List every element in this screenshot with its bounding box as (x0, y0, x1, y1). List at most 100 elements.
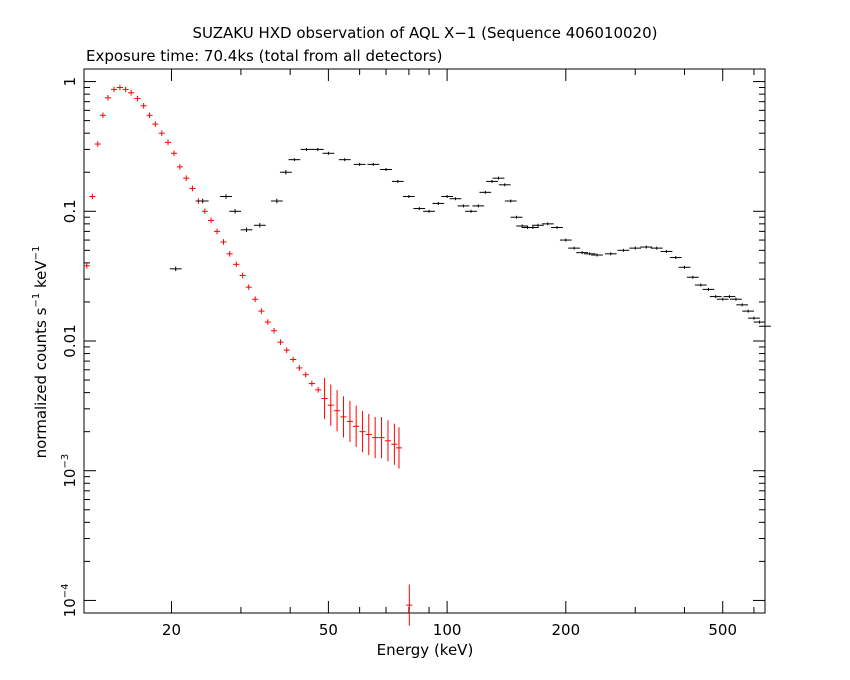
data-point (240, 227, 253, 233)
data-point (604, 252, 617, 256)
data-point (742, 309, 755, 313)
data-point (391, 423, 398, 465)
data-point (279, 169, 292, 175)
data-point (340, 396, 347, 438)
data-point (532, 223, 544, 227)
data-point (526, 225, 539, 229)
data-point (296, 365, 303, 371)
data-point (669, 256, 682, 260)
data-point (378, 417, 385, 459)
data-point (104, 94, 111, 101)
data-point (504, 199, 517, 203)
data-point (258, 308, 265, 314)
data-point (380, 167, 392, 171)
data-point (498, 183, 511, 187)
data-point (220, 239, 227, 245)
data-point (678, 265, 691, 269)
x-tick-label: 100 (433, 621, 462, 639)
data-point (694, 283, 707, 287)
data-point (479, 190, 492, 194)
data-point (277, 339, 284, 345)
data-point (140, 103, 147, 109)
data-point (736, 303, 749, 307)
data-point (583, 252, 596, 256)
data-point (650, 246, 663, 250)
data-point (264, 319, 271, 325)
data-point (302, 371, 309, 378)
data-point (252, 296, 259, 303)
axis-ticks: 20 50 100 200 500 1 0.1 0.01 10−3 10−4 (60, 69, 765, 639)
data-point (270, 198, 283, 204)
data-point (441, 195, 453, 199)
data-point (134, 95, 141, 102)
x-tick-label: 50 (319, 621, 338, 639)
data-point (541, 222, 554, 226)
data-point (128, 89, 135, 96)
data-point (226, 250, 233, 257)
data-point (359, 411, 366, 453)
x-tick-label: 20 (162, 621, 181, 639)
data-point (229, 209, 242, 214)
x-tick-label: 200 (551, 621, 580, 639)
data-point (492, 176, 505, 180)
data-point (759, 324, 771, 328)
data-point (233, 261, 240, 268)
y-tick-label: 0.1 (61, 199, 79, 223)
data-point (402, 195, 415, 199)
data-point (660, 249, 673, 253)
data-point (365, 413, 372, 456)
data-point (89, 193, 96, 200)
data-point (196, 198, 209, 204)
data-point (94, 141, 101, 147)
data-point (723, 295, 736, 299)
data-point (472, 204, 485, 208)
data-point (559, 238, 572, 242)
data-point (208, 217, 215, 224)
data-point (395, 427, 403, 469)
data-point (283, 347, 290, 353)
data-point (327, 384, 334, 426)
data-point (122, 86, 129, 93)
series-0 (83, 84, 413, 626)
data-point (640, 245, 653, 249)
chart-title: SUZAKU HXD observation of AQL X−1 (Seque… (193, 24, 658, 42)
data-point (158, 130, 165, 137)
data-point (353, 162, 366, 166)
data-point (367, 162, 380, 166)
data-point (300, 147, 313, 151)
data-point (465, 209, 477, 213)
data-point (183, 175, 190, 181)
data-point (551, 225, 563, 229)
chart-subtitle: Exposure time: 70.4ks (total from all de… (86, 47, 442, 65)
data-point (321, 377, 328, 420)
data-point (709, 295, 722, 299)
data-point (288, 158, 301, 162)
data-point (384, 420, 392, 462)
data-point (346, 400, 353, 442)
x-tick-label: 500 (708, 621, 737, 639)
data-point (629, 246, 642, 250)
data-point (146, 112, 153, 119)
plot-frame (83, 68, 766, 614)
data-point (83, 262, 90, 269)
data-point (164, 139, 172, 146)
data-point (423, 209, 435, 213)
data-point (245, 284, 252, 290)
x-axis-label: Energy (keV) (377, 641, 474, 659)
data-point (189, 185, 196, 192)
data-point (486, 179, 498, 183)
data-point (99, 112, 106, 119)
y-tick-label: 10−4 (60, 584, 79, 618)
data-point (353, 405, 360, 447)
data-point (116, 84, 123, 91)
data-point (338, 158, 351, 162)
data-point (457, 204, 470, 208)
data-point (432, 201, 445, 205)
data-point (170, 150, 178, 157)
data-point (449, 197, 462, 201)
data-point (110, 86, 118, 93)
data-point (201, 208, 208, 215)
y-tick-label: 1 (61, 77, 79, 87)
data-point (510, 215, 523, 219)
data-point (576, 251, 589, 255)
